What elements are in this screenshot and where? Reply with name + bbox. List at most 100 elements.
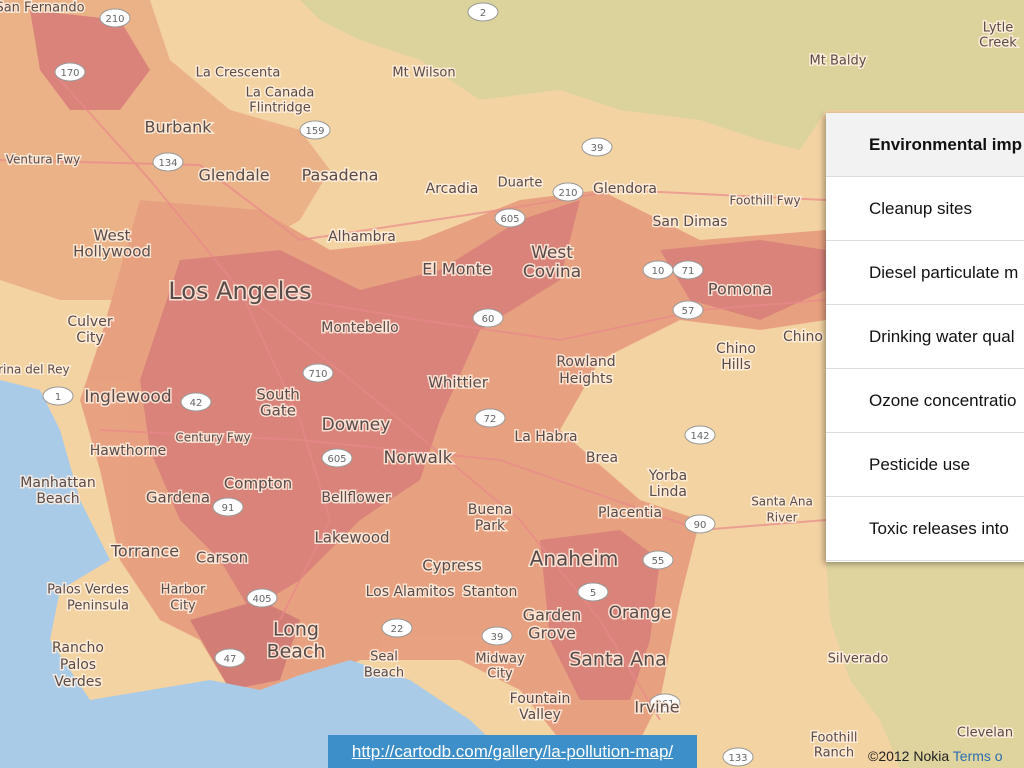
highway-number: 710 [308,369,327,380]
place-label: Chino [783,329,823,345]
place-label: Beach [364,666,404,681]
place-label: Mt Wilson [392,66,455,81]
layer-option[interactable]: Drinking water qual [826,305,1024,369]
highway-number: 55 [652,556,665,567]
place-label: Beach [36,491,79,507]
highway-shield [302,363,334,383]
place-label: Stanton [463,584,518,600]
highway-shield [381,618,413,638]
place-label: Seal [370,650,398,665]
attribution: ©2012 Nokia Terms o [868,748,1003,764]
highway-number: 22 [391,624,404,635]
place-label: Century Fwy [175,431,250,445]
place-label: Fountain [510,691,571,707]
place-label: Hawthorne [90,443,166,459]
terms-link[interactable]: Terms o [952,748,1003,764]
place-label: Montebello [321,320,398,336]
place-label: Cypress [422,557,482,575]
place-label: Ranch [814,746,854,761]
highway-shield [672,300,704,320]
place-label: El Monte [422,260,492,279]
place-label: Palos Verdes [47,583,129,598]
layer-option[interactable]: Ozone concentratio [826,369,1024,433]
place-label: West [94,227,131,245]
highway-shield [481,626,513,646]
source-link[interactable]: http://cartodb.com/gallery/la-pollution-… [328,735,697,768]
place-label: Whittier [428,374,489,392]
place-label: Foothill Fwy [729,194,800,208]
highway-shield [42,386,74,406]
layer-option[interactable]: Diesel particulate m [826,241,1024,305]
place-label: Harbor [161,583,206,598]
place-label: Peninsula [67,599,129,614]
highway-shield [494,208,526,228]
highway-number: 210 [558,188,577,199]
highway-shield [472,308,504,328]
place-label: Bellflower [321,490,390,506]
place-label: Lakewood [314,529,389,547]
place-label: Rancho [52,640,104,656]
copyright: ©2012 Nokia [868,748,950,764]
layer-panel: Environmental imp Cleanup sites Diesel pa… [826,113,1024,562]
highway-number: 71 [682,266,695,277]
highway-shield [684,514,716,534]
place-label: Linda [649,484,687,500]
hills [300,0,1024,150]
layer-option[interactable]: Toxic releases into [826,497,1024,561]
place-label: Torrance [110,542,179,561]
place-label: Mt Baldy [810,54,867,69]
place-label: City [170,599,196,614]
place-label: Irvine [634,698,679,717]
highway-number: 605 [500,214,519,225]
highway-number: 42 [190,398,203,409]
place-label: Alhambra [328,229,396,245]
place-label: Hills [721,357,751,373]
place-label: Norwalk [384,448,453,468]
highway-number: 91 [222,503,235,514]
place-label: Inglewood [84,387,171,407]
place-label: Gardena [146,489,210,507]
place-label: Grove [528,624,576,643]
highway-shield [552,182,584,202]
place-label: La Canada [246,86,315,101]
hills [826,560,1024,768]
place-label: Garden [523,606,582,625]
place-label: Los Alamitos [366,584,455,600]
highway-shield [474,408,506,428]
place-label: Valley [519,707,561,723]
place-label: Pomona [708,280,772,299]
highway-number: 142 [690,431,709,442]
panel-title: Environmental imp [826,113,1024,177]
place-label: Chino [716,341,756,357]
place-label: City [487,667,513,682]
highway-shield [649,693,681,713]
place-label: Rowland [556,354,615,370]
ocean [0,380,520,768]
place-label: Lytle [983,21,1013,36]
place-label: Marina del Rey [0,363,70,377]
place-label: Long [273,619,319,641]
highway-shield [152,152,184,172]
place-label: Yorba [648,468,687,484]
layer-option[interactable]: Cleanup sites [826,177,1024,241]
place-label: Orange [609,603,672,623]
place-label: Verdes [54,674,101,690]
place-label: Creek [979,36,1017,51]
place-label: Beach [267,641,326,663]
layer-option[interactable]: Pesticide use [826,433,1024,497]
place-label: Foothill [810,731,857,746]
highway-number: 39 [591,143,604,154]
highway-shield [722,747,754,767]
highway-number: 10 [652,266,665,277]
highway-number: 72 [484,414,497,425]
place-label: Covina [523,262,581,282]
highway-shield [54,62,86,82]
place-label: Compton [224,475,292,493]
place-label: Arcadia [426,181,479,197]
highway-shield [321,448,353,468]
place-label: South [256,386,300,404]
place-label: Palos [60,657,96,673]
place-label: Glendora [593,181,657,197]
highway-number: 159 [305,126,324,137]
